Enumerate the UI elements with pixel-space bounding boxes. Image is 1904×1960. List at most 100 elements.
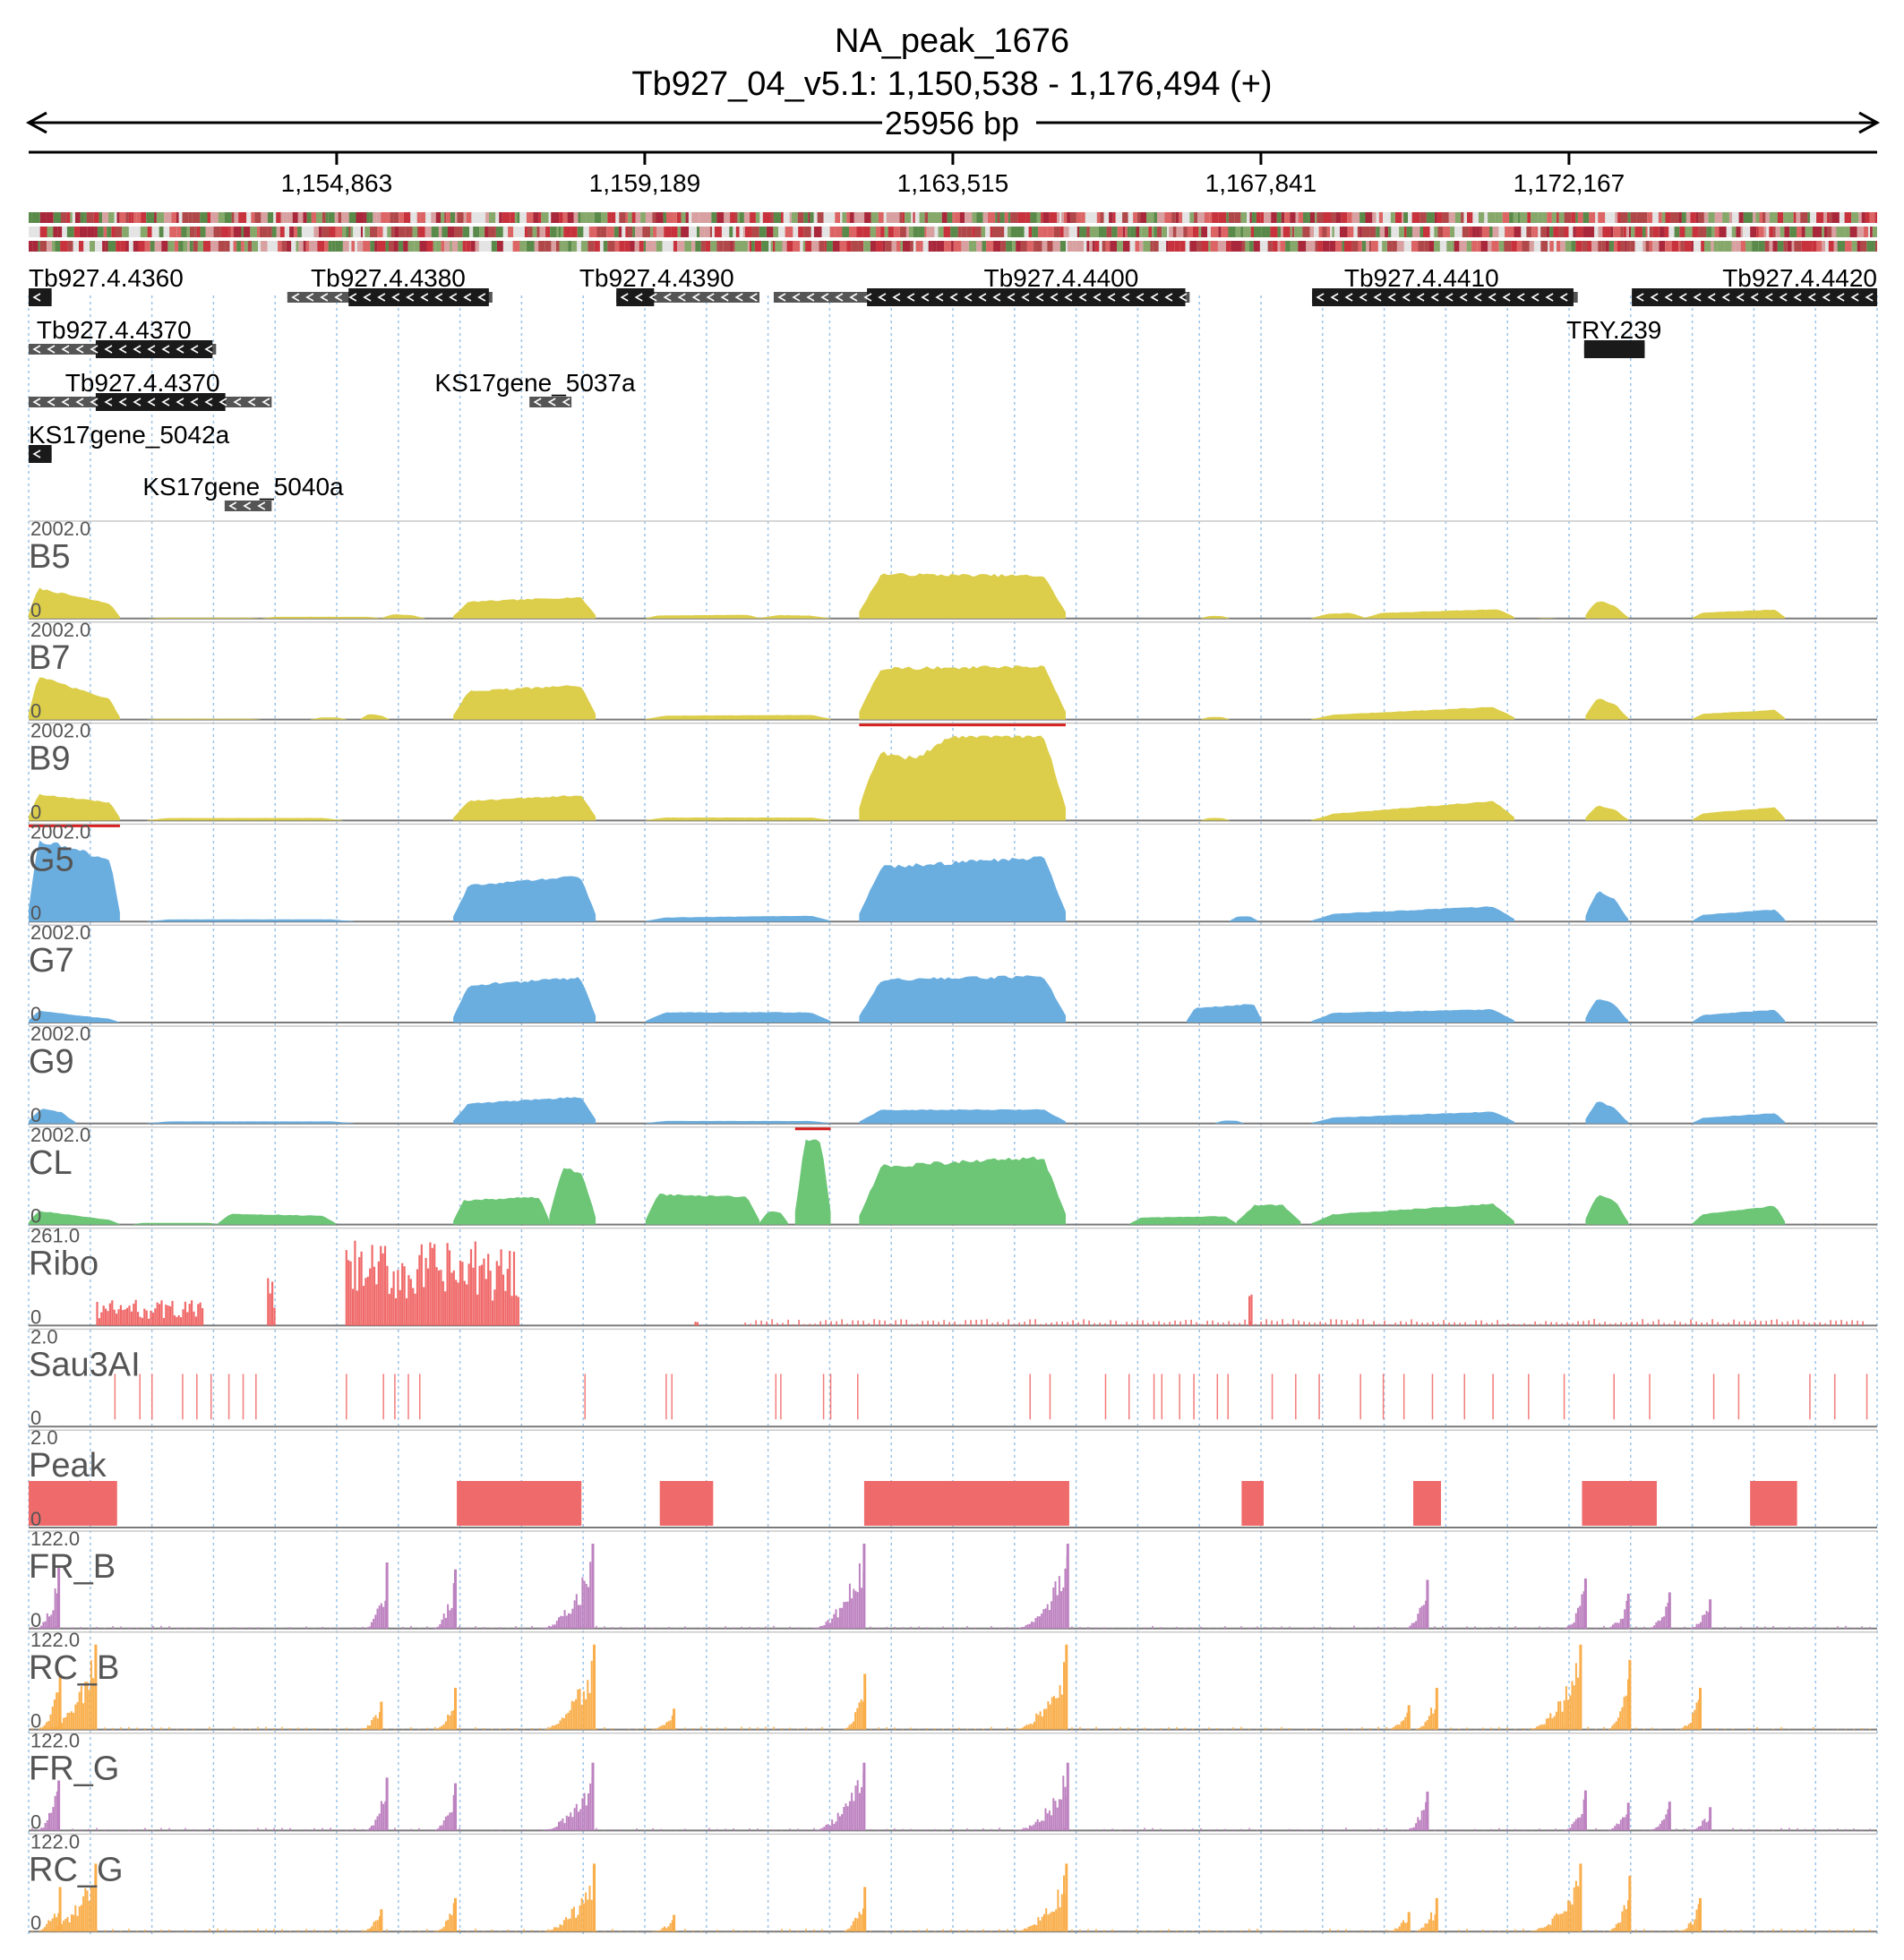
strand-arrow-icon: [849, 293, 858, 302]
sequence-block: [72, 212, 75, 223]
sequence-block: [783, 212, 790, 223]
sequence-block: [1560, 241, 1565, 252]
strand-arrow-icon: [1836, 293, 1845, 302]
sequence-block: [1693, 241, 1702, 252]
sequence-block: [1714, 212, 1722, 223]
strand-arrow-icon: [749, 293, 758, 302]
strand-arrow-icon: [1107, 293, 1116, 302]
sequence-block: [810, 227, 814, 237]
sequence-block: [704, 227, 710, 237]
sequence-block: [1140, 212, 1147, 223]
sequence-block: [1514, 227, 1522, 237]
sequence-block: [495, 227, 503, 237]
gene-label: Tb927.4.4410: [1344, 264, 1499, 292]
gene-label: Tb927.4.4380: [311, 264, 466, 292]
sequence-block: [1167, 227, 1170, 237]
sequence-block: [1519, 212, 1528, 223]
gene-label: Tb927.4.4360: [29, 264, 184, 292]
sequence-block: [1831, 212, 1840, 223]
sequence-block: [1335, 212, 1342, 223]
sequence-block: [1388, 227, 1392, 237]
sequence-block: [631, 212, 636, 223]
sequence-block: [578, 212, 581, 223]
strand-arrow-icon: [1387, 293, 1396, 302]
gene-label: Tb927.4.4370: [37, 316, 192, 344]
sequence-block: [664, 227, 672, 237]
sequence-block: [519, 241, 527, 252]
sequence-block: [1812, 227, 1816, 237]
sequence-block: [1127, 227, 1130, 237]
sequence-block: [1342, 241, 1344, 252]
coverage-area: [29, 1211, 120, 1225]
sequence-block: [442, 227, 448, 237]
sequence-block: [1312, 241, 1316, 252]
sequence-block: [247, 241, 253, 252]
sequence-block: [1502, 212, 1510, 223]
sequence-block: [551, 241, 556, 252]
sequence-block: [533, 212, 539, 223]
coverage-area: [1129, 1216, 1237, 1225]
track-name: B5: [29, 538, 70, 576]
sequence-block: [539, 227, 546, 237]
strand-arrow-icon: [47, 345, 56, 354]
sequence-block: [1522, 241, 1530, 252]
strand-arrow-icon: [1179, 293, 1188, 302]
sequence-block: [954, 212, 960, 223]
sequence-block: [210, 212, 219, 223]
sequence-block: [1513, 212, 1518, 223]
sequence-block: [1310, 212, 1316, 223]
sequence-block: [545, 241, 552, 252]
sequence-block: [577, 227, 584, 237]
sequence-block: [1234, 212, 1241, 223]
sequence-block: [1306, 241, 1313, 252]
sequence-block: [1634, 241, 1643, 252]
sequence-block: [1332, 227, 1334, 237]
sequence-block: [441, 241, 445, 252]
track-b5: 2002.0B5 0: [29, 518, 1877, 621]
coverage-area: [645, 715, 831, 720]
strand-arrow-icon: [634, 293, 643, 302]
sequence-block: [57, 227, 63, 237]
sequence-block: [252, 241, 258, 252]
sequence-block: [136, 212, 142, 223]
sequence-bars: [29, 212, 1877, 252]
sequence-block: [213, 227, 221, 237]
sequence-block: [297, 227, 302, 237]
sequence-block: [174, 241, 179, 252]
sequence-block: [1807, 212, 1811, 223]
sequence-block: [284, 227, 290, 237]
sequence-block: [863, 241, 871, 252]
gene-label: KS17gene_5042a: [29, 421, 230, 449]
sequence-block: [1796, 212, 1801, 223]
strand-arrow-icon: [262, 398, 270, 407]
sequence-block: [1839, 212, 1845, 223]
span-label: 25956 bp: [885, 105, 1019, 141]
sequence-block: [60, 241, 68, 252]
sequence-block: [982, 212, 988, 223]
sequence-block: [1491, 241, 1499, 252]
sequence-block: [1598, 241, 1602, 252]
sequence-block: [740, 241, 748, 252]
sequence-block: [862, 227, 871, 237]
sequence-block: [1762, 212, 1766, 223]
coverage-area: [453, 1097, 596, 1124]
sequence-block: [1302, 227, 1310, 237]
coverage-area: [859, 572, 1066, 619]
sequence-block: [1129, 227, 1136, 237]
sequence-block: [573, 212, 579, 223]
sequence-block: [220, 227, 229, 237]
sequence-block: [1369, 227, 1377, 237]
sequence-block: [993, 241, 1001, 252]
sequence-block: [1680, 241, 1685, 252]
strand-arrow-icon: [406, 293, 415, 302]
sequence-block: [1587, 241, 1591, 252]
sequence-block: [276, 227, 280, 237]
sequence-block: [1171, 212, 1176, 223]
sequence-block: [1385, 227, 1389, 237]
strand-arrow-icon: [1721, 293, 1730, 302]
sequence-block: [1218, 241, 1226, 252]
sequence-block: [311, 212, 316, 223]
sequence-block: [652, 212, 656, 223]
sequence-block: [1701, 241, 1704, 252]
